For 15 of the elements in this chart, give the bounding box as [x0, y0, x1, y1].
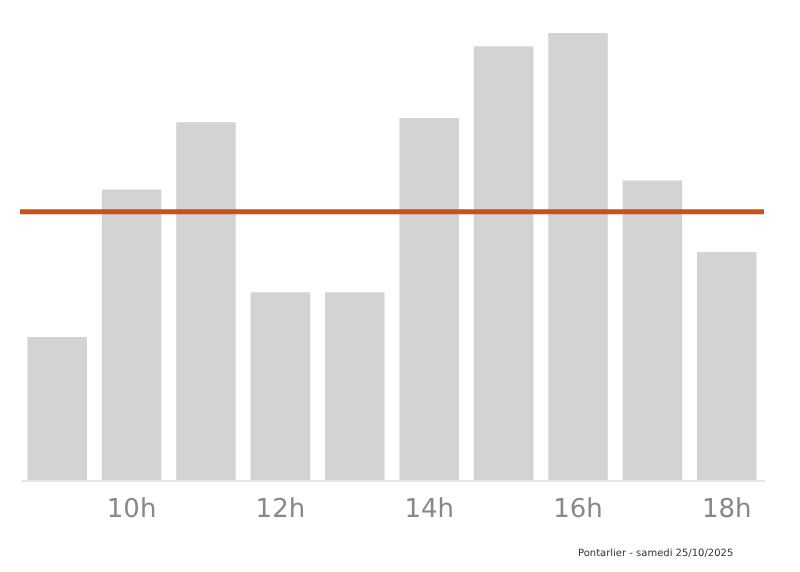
- bar: [250, 292, 311, 480]
- bar: [473, 46, 534, 480]
- bar: [697, 252, 757, 480]
- x-tick-label: 18h: [702, 495, 752, 525]
- bar: [27, 336, 87, 480]
- x-tick-label: 16h: [553, 495, 603, 525]
- bar: [101, 189, 162, 480]
- bar: [325, 292, 385, 480]
- x-tick-label: 10h: [106, 495, 157, 525]
- x-tick-label: 14h: [404, 495, 454, 525]
- bar: [176, 122, 236, 480]
- bar: [548, 32, 608, 480]
- x-tick-label: 12h: [255, 495, 306, 525]
- bar: [399, 117, 459, 480]
- bar: [622, 180, 683, 480]
